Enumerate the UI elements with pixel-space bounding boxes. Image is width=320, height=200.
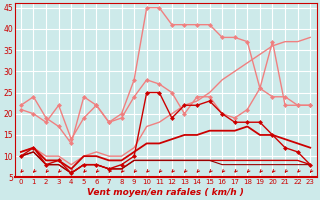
X-axis label: Vent moyen/en rafales ( km/h ): Vent moyen/en rafales ( km/h ) <box>87 188 244 197</box>
